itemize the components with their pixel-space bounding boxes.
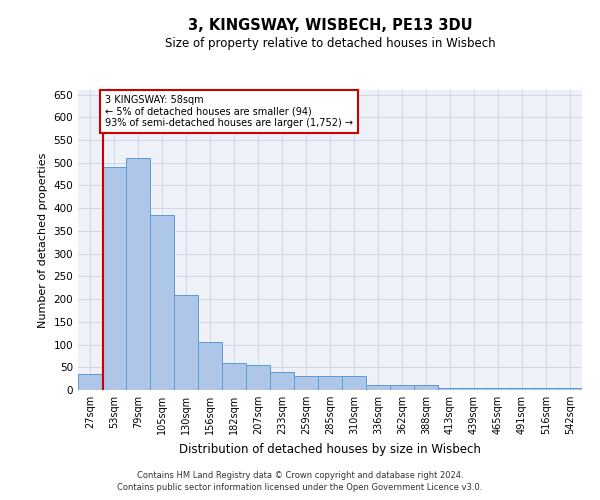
Bar [198, 342, 222, 390]
Bar [534, 388, 558, 390]
Text: Contains HM Land Registry data © Crown copyright and database right 2024.: Contains HM Land Registry data © Crown c… [137, 471, 463, 480]
Bar [342, 376, 366, 390]
Bar [462, 388, 486, 390]
Bar [126, 158, 150, 390]
Bar [270, 372, 294, 390]
Bar [174, 294, 198, 390]
Bar [102, 168, 126, 390]
Bar [150, 215, 174, 390]
Bar [510, 388, 534, 390]
Bar [318, 376, 342, 390]
Text: 3 KINGSWAY: 58sqm
← 5% of detached houses are smaller (94)
93% of semi-detached : 3 KINGSWAY: 58sqm ← 5% of detached house… [105, 94, 353, 128]
X-axis label: Distribution of detached houses by size in Wisbech: Distribution of detached houses by size … [179, 442, 481, 456]
Bar [78, 374, 102, 390]
Bar [222, 362, 246, 390]
Text: Contains public sector information licensed under the Open Government Licence v3: Contains public sector information licen… [118, 484, 482, 492]
Bar [294, 376, 318, 390]
Bar [438, 388, 462, 390]
Bar [414, 386, 438, 390]
Text: 3, KINGSWAY, WISBECH, PE13 3DU: 3, KINGSWAY, WISBECH, PE13 3DU [188, 18, 472, 32]
Bar [390, 386, 414, 390]
Bar [486, 388, 510, 390]
Text: Size of property relative to detached houses in Wisbech: Size of property relative to detached ho… [164, 38, 496, 51]
Bar [366, 386, 390, 390]
Y-axis label: Number of detached properties: Number of detached properties [38, 152, 48, 328]
Bar [558, 388, 582, 390]
Bar [246, 365, 270, 390]
